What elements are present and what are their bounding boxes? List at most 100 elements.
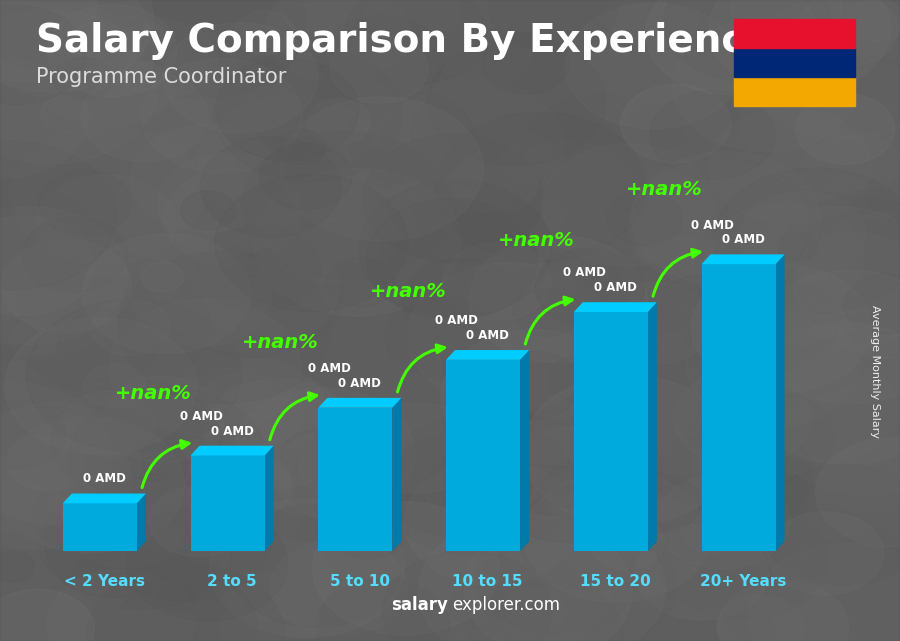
Circle shape: [428, 38, 607, 165]
Circle shape: [254, 169, 460, 316]
Bar: [319, 408, 392, 551]
Circle shape: [186, 359, 325, 458]
Circle shape: [475, 519, 637, 634]
Circle shape: [213, 47, 402, 181]
Circle shape: [198, 96, 387, 229]
Circle shape: [29, 14, 187, 126]
Circle shape: [541, 240, 643, 313]
Circle shape: [90, 471, 273, 601]
Circle shape: [105, 17, 211, 92]
Circle shape: [778, 232, 817, 261]
FancyArrowPatch shape: [653, 249, 700, 296]
Circle shape: [51, 381, 221, 502]
Circle shape: [0, 5, 86, 104]
Text: 20+ Years: 20+ Years: [700, 574, 787, 589]
Circle shape: [428, 449, 531, 522]
Circle shape: [337, 231, 381, 262]
Circle shape: [797, 232, 900, 315]
Circle shape: [418, 515, 632, 641]
Circle shape: [232, 388, 415, 517]
Circle shape: [0, 0, 146, 146]
Circle shape: [809, 468, 900, 591]
Circle shape: [141, 58, 302, 173]
Circle shape: [492, 142, 641, 248]
Circle shape: [10, 253, 210, 395]
Circle shape: [402, 258, 518, 342]
Circle shape: [502, 427, 635, 522]
Circle shape: [657, 420, 814, 531]
Circle shape: [215, 381, 304, 445]
Circle shape: [711, 509, 900, 641]
Circle shape: [795, 0, 897, 66]
Circle shape: [131, 247, 272, 347]
Circle shape: [616, 330, 765, 437]
Circle shape: [843, 274, 900, 335]
Circle shape: [17, 248, 56, 276]
Circle shape: [47, 81, 116, 130]
Circle shape: [382, 551, 552, 641]
Circle shape: [451, 152, 537, 213]
Circle shape: [32, 481, 127, 549]
Circle shape: [118, 251, 331, 403]
Circle shape: [819, 71, 859, 101]
Circle shape: [204, 379, 356, 487]
Circle shape: [428, 472, 495, 520]
Circle shape: [270, 539, 407, 636]
Circle shape: [435, 16, 533, 87]
Circle shape: [501, 237, 696, 375]
Circle shape: [163, 23, 318, 133]
Circle shape: [280, 429, 358, 485]
Circle shape: [489, 0, 618, 53]
Circle shape: [181, 191, 235, 230]
Circle shape: [441, 330, 628, 463]
Circle shape: [744, 0, 900, 139]
Circle shape: [230, 504, 402, 628]
Circle shape: [680, 499, 760, 554]
Polygon shape: [701, 254, 785, 264]
Circle shape: [748, 322, 900, 464]
Circle shape: [743, 171, 796, 209]
FancyArrowPatch shape: [270, 393, 317, 440]
Circle shape: [749, 544, 900, 641]
Circle shape: [0, 551, 34, 582]
Circle shape: [712, 310, 797, 371]
Circle shape: [760, 465, 900, 585]
Circle shape: [768, 512, 884, 595]
Text: +nan%: +nan%: [498, 231, 574, 250]
Circle shape: [691, 265, 871, 393]
Circle shape: [404, 460, 580, 585]
Circle shape: [25, 0, 128, 45]
Circle shape: [32, 0, 103, 34]
Polygon shape: [520, 350, 529, 551]
Circle shape: [48, 482, 98, 517]
Circle shape: [44, 472, 237, 610]
Circle shape: [607, 0, 700, 49]
Circle shape: [690, 449, 741, 485]
Circle shape: [178, 369, 349, 492]
FancyArrowPatch shape: [398, 345, 445, 392]
Circle shape: [500, 587, 566, 635]
Circle shape: [345, 0, 487, 84]
Bar: [574, 312, 648, 551]
Circle shape: [385, 297, 500, 378]
Circle shape: [40, 490, 191, 597]
Circle shape: [632, 151, 820, 286]
Polygon shape: [392, 398, 401, 551]
Circle shape: [620, 85, 731, 163]
Circle shape: [565, 3, 742, 129]
Circle shape: [362, 115, 572, 265]
Circle shape: [610, 515, 805, 641]
Circle shape: [717, 595, 804, 641]
Circle shape: [698, 389, 834, 487]
Circle shape: [307, 99, 371, 144]
Circle shape: [799, 136, 900, 215]
Circle shape: [454, 570, 588, 641]
Circle shape: [148, 487, 248, 557]
Text: 0 AMD: 0 AMD: [563, 267, 606, 279]
Circle shape: [266, 0, 409, 83]
Circle shape: [765, 349, 900, 494]
Text: Average Monthly Salary: Average Monthly Salary: [870, 305, 880, 438]
Circle shape: [242, 172, 432, 308]
Circle shape: [237, 247, 279, 278]
Circle shape: [0, 0, 119, 121]
